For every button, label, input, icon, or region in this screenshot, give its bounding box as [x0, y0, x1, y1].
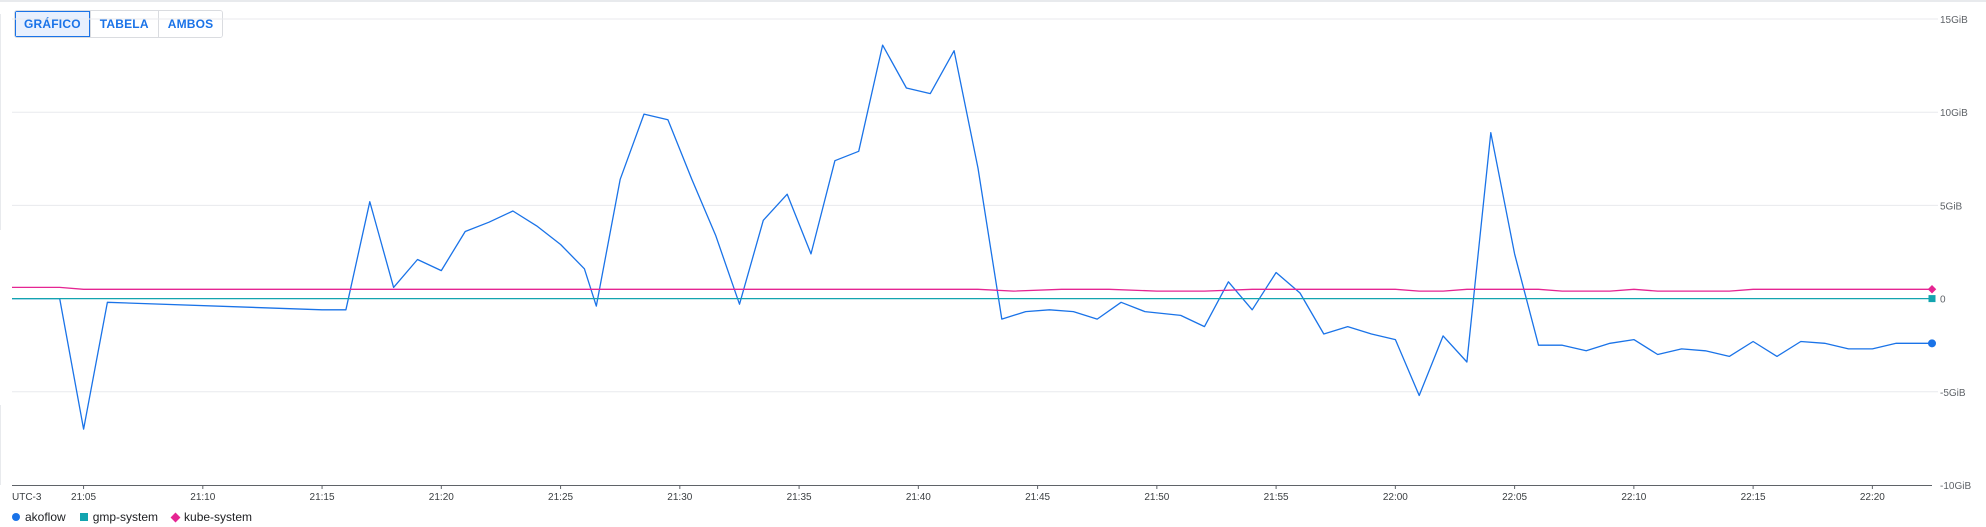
end-marker-gmp-system — [1928, 295, 1936, 303]
x-tick-label: 21:20 — [429, 492, 454, 503]
legend-item-gmp-system[interactable]: gmp-system — [79, 510, 159, 524]
y-tick-label: 5GiB — [1940, 201, 1963, 212]
x-tick-label: 21:30 — [667, 492, 692, 503]
x-tick-label: 21:40 — [906, 492, 931, 503]
legend-item-kube-system[interactable]: kube-system — [170, 510, 253, 524]
y-tick-label: -10GiB — [1940, 481, 1971, 492]
legend-label: kube-system — [184, 510, 253, 524]
series-line-akoflow — [12, 44, 1932, 430]
legend-label: gmp-system — [92, 510, 159, 524]
x-tick-label: 21:05 — [71, 492, 96, 503]
x-tick-label: 22:20 — [1860, 492, 1885, 503]
both-view-button[interactable]: AMBOS — [157, 11, 223, 37]
x-tick-label: 22:05 — [1502, 492, 1527, 503]
series-end-markers — [1927, 285, 1937, 348]
x-tick-label: 21:55 — [1264, 492, 1289, 503]
line-chart[interactable]: UTC-3 21:05 21:10 21:15 21:20 21:25 21:30 21:35… — [0, 0, 1986, 510]
legend: akoflow gmp-system kube-system — [12, 510, 252, 524]
chart-view-button[interactable]: GRÁFICO — [15, 11, 90, 37]
x-axis: UTC-3 21:05 21:10 21:15 21:20 21:25 21:30 21:35… — [12, 485, 1932, 503]
top-divider — [0, 0, 1986, 2]
x-tick-label: 21:25 — [548, 492, 573, 503]
end-marker-akoflow — [1928, 339, 1936, 348]
series-lines — [12, 44, 1932, 430]
y-tick-label: 10GiB — [1940, 108, 1968, 119]
x-tick-label: 22:00 — [1383, 492, 1408, 503]
legend-label: akoflow — [25, 510, 66, 524]
end-marker-kube-system — [1927, 285, 1937, 294]
table-view-button[interactable]: TABELA — [89, 11, 158, 37]
square-marker-icon — [79, 513, 88, 521]
y-tick-label: 15GiB — [1940, 15, 1968, 26]
view-toggle: GRÁFICO TABELA AMBOS — [14, 10, 224, 38]
x-tick-label: 22:15 — [1741, 492, 1766, 503]
x-tick-label: 21:45 — [1025, 492, 1050, 503]
x-tick-label: 21:15 — [310, 492, 335, 503]
legend-item-akoflow[interactable]: akoflow — [12, 510, 66, 524]
y-tick-label: 0 — [1940, 295, 1946, 306]
timezone-label: UTC-3 — [12, 492, 42, 503]
x-tick-label: 21:10 — [190, 492, 215, 503]
x-tick-label: 21:35 — [787, 492, 812, 503]
x-tick-label: 21:50 — [1144, 492, 1169, 503]
x-tick-label: 22:10 — [1621, 492, 1646, 503]
circle-marker-icon — [12, 513, 20, 521]
y-axis: 15GiB 10GiB 5GiB 0 -5GiB -10GiB — [1940, 15, 1971, 492]
series-line-kube-system — [12, 286, 1932, 292]
grid-lines — [0, 14, 1938, 485]
y-tick-label: -5GiB — [1940, 388, 1966, 399]
diamond-marker-icon — [170, 512, 181, 522]
